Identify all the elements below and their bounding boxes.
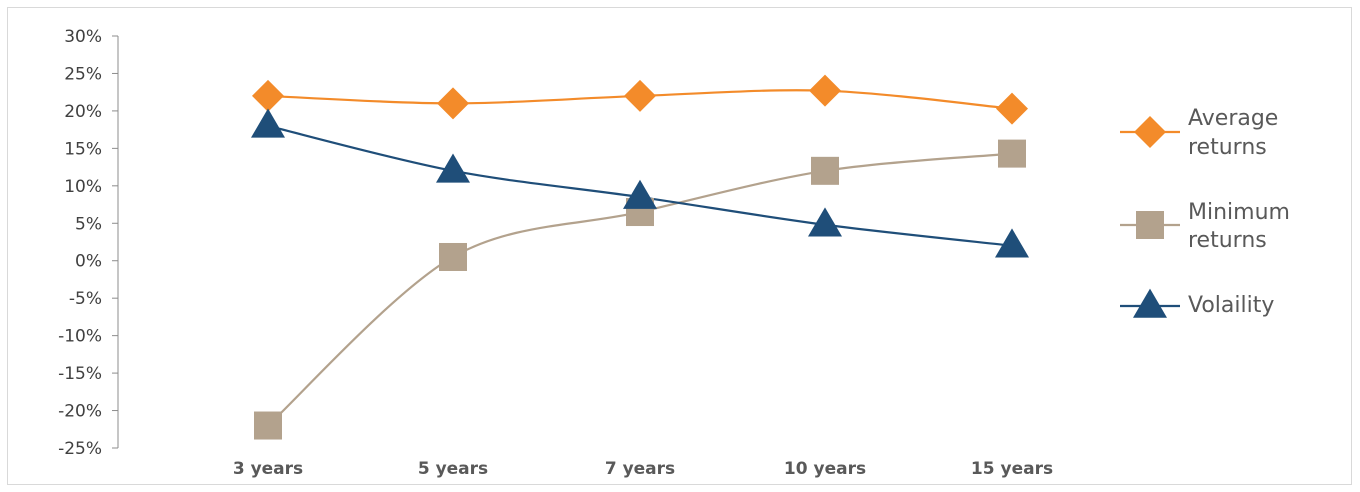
y-tick-label: -25% <box>58 439 102 459</box>
y-tick-label: -20% <box>58 402 102 422</box>
legend-label: Volaility <box>1188 293 1274 318</box>
y-tick-label: -10% <box>58 327 102 347</box>
data-point-triangle <box>623 179 657 209</box>
legend-label: Average <box>1188 106 1278 131</box>
y-tick-label: -5% <box>69 289 102 309</box>
data-point-square <box>439 242 467 271</box>
series-markers <box>251 74 1029 440</box>
legend-marker-diamond <box>1134 116 1166 148</box>
data-point-square <box>998 139 1026 168</box>
data-point-triangle <box>808 207 842 237</box>
y-tick-label: 15% <box>64 139 102 159</box>
legend-item: Average returns <box>1120 106 1278 160</box>
data-point-diamond <box>996 92 1028 125</box>
chart-frame <box>7 7 1352 485</box>
x-category-label: 10 years <box>784 459 866 479</box>
x-category-label: 5 years <box>418 459 488 479</box>
data-point-triangle <box>251 108 285 138</box>
y-tick-label: -15% <box>58 364 102 384</box>
x-category-label: 7 years <box>605 459 675 479</box>
y-tick-label: 30% <box>64 27 102 47</box>
legend-label: returns <box>1188 228 1267 253</box>
legend-item: Minimum returns <box>1120 200 1290 253</box>
y-tick-label: 5% <box>75 214 102 234</box>
y-tick-label: 25% <box>64 64 102 84</box>
data-point-diamond <box>809 74 841 107</box>
data-point-triangle <box>995 228 1029 258</box>
data-point-triangle <box>436 153 470 183</box>
axes: 30% 25% 20% 15% 10% 5% 0% -5% -10% -15% -20% -25% 3 … <box>58 27 1053 479</box>
y-tick-label: 0% <box>75 252 102 272</box>
x-category-label: 15 years <box>971 459 1053 479</box>
y-tick-label: 10% <box>64 177 102 197</box>
series-lines <box>267 89 1013 427</box>
legend: Average returns Minimum returns Volaility <box>1120 106 1290 318</box>
data-point-square <box>811 156 839 185</box>
legend-item: Volaility <box>1120 288 1274 318</box>
data-point-square <box>254 411 282 440</box>
data-point-diamond <box>252 79 284 112</box>
data-point-diamond <box>437 87 469 120</box>
legend-label: Minimum <box>1188 200 1290 225</box>
legend-label: returns <box>1188 135 1267 160</box>
data-point-diamond <box>624 79 656 112</box>
x-category-label: 3 years <box>233 459 303 479</box>
legend-marker-triangle <box>1133 288 1167 318</box>
y-tick-label: 20% <box>64 102 102 122</box>
legend-marker-square <box>1136 211 1164 239</box>
